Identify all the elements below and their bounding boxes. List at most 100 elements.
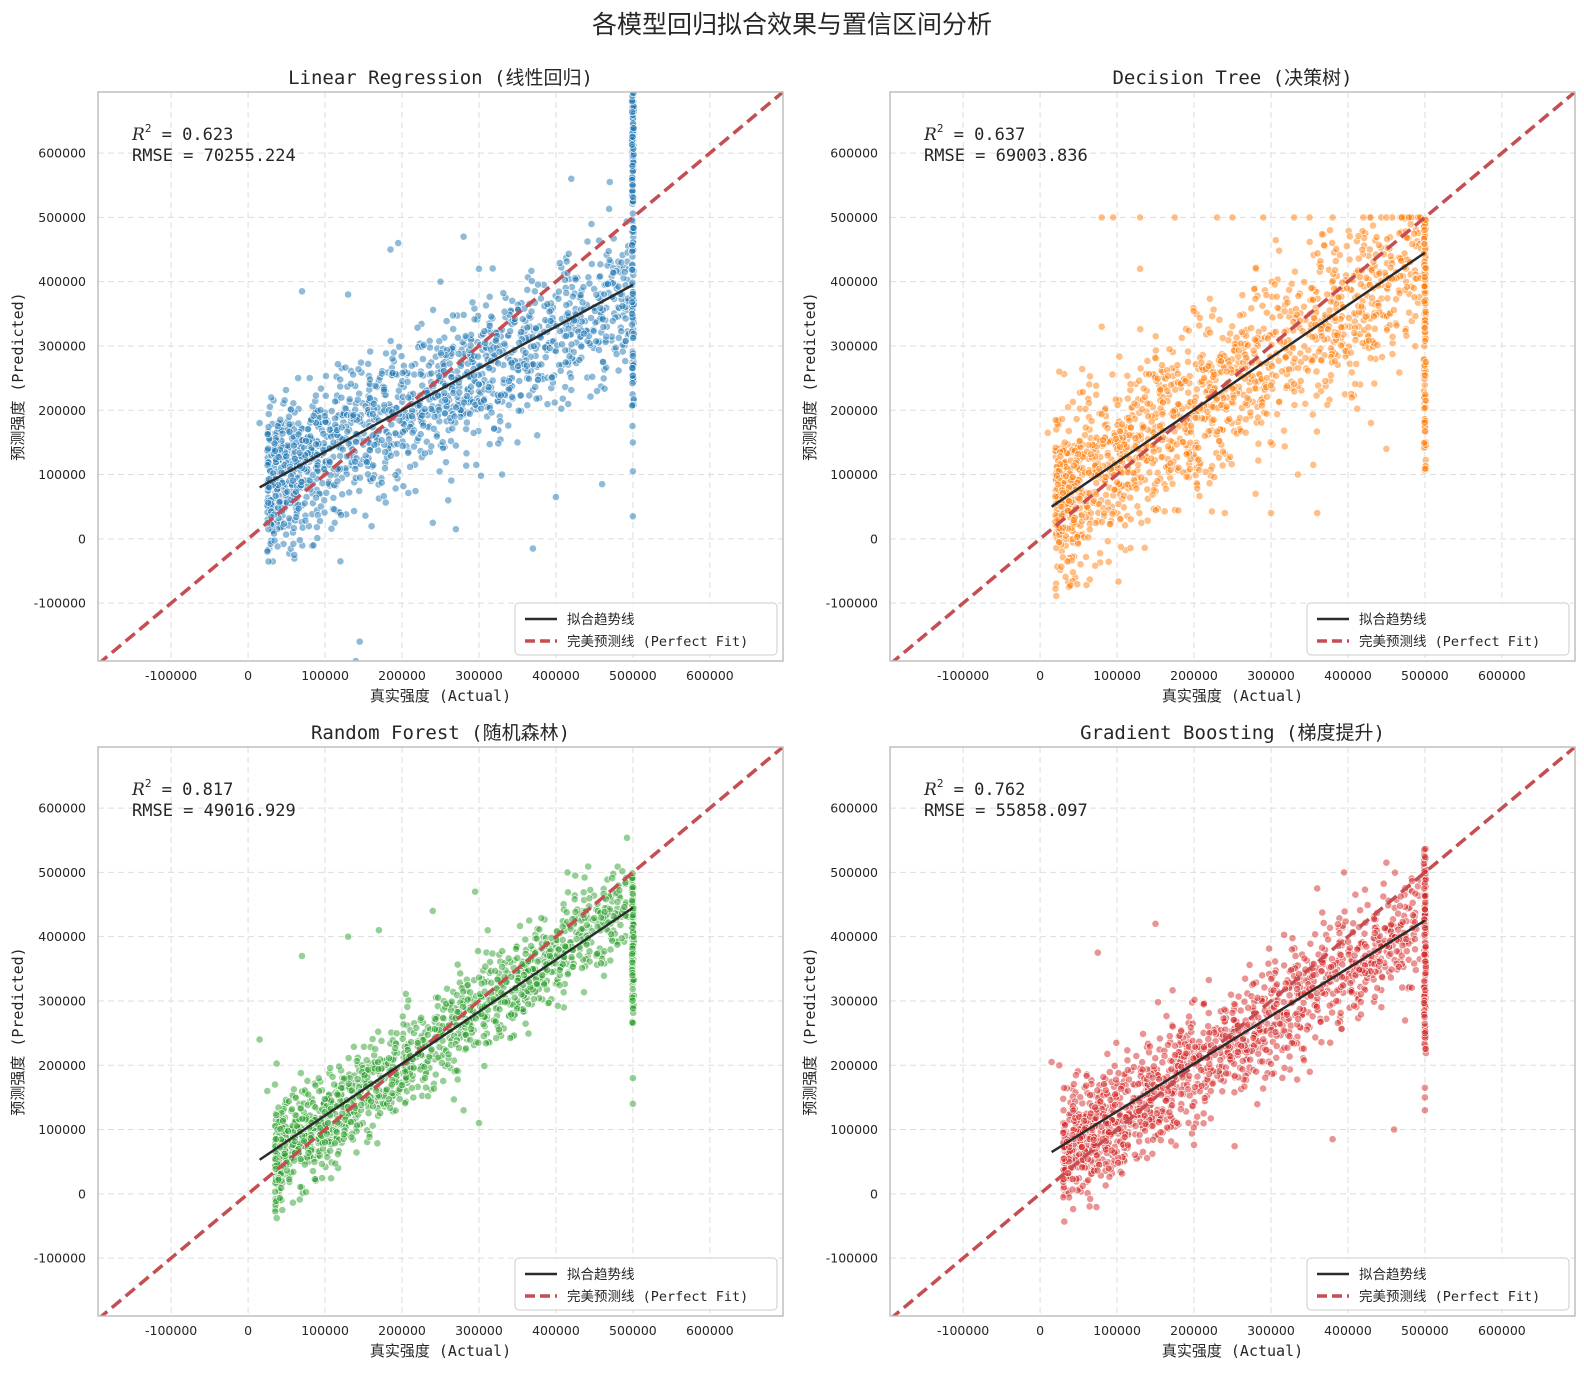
data-point [628,132,637,141]
data-point [544,998,553,1007]
y-axis-label: 预测强度 (Predicted) [801,292,819,460]
legend-box [514,602,778,656]
data-point [1194,455,1203,464]
data-point [1229,393,1238,402]
data-point [403,377,412,386]
data-point [628,265,636,274]
data-point [438,438,447,447]
data-point [370,440,379,449]
data-point [353,1075,362,1084]
data-point [1074,450,1083,458]
data-point [1296,376,1305,385]
data-point [429,305,437,314]
data-point [605,204,613,213]
chart-panel-2: -100000 0 100000 200000 300000 400000 500000 60… [801,67,1576,705]
data-point [1327,371,1335,380]
data-point [1236,311,1244,320]
data-point [427,369,436,378]
data-point [504,421,513,430]
data-point [582,921,591,929]
data-point [564,249,573,258]
data-point [311,1103,320,1112]
data-point [434,391,443,400]
data-point [364,1065,373,1074]
data-point [600,384,609,393]
data-point [1130,399,1139,408]
data-point [1138,405,1146,414]
data-point [586,886,595,894]
r2-annotation: R2 = 0.623 [131,122,233,145]
data-point [537,914,546,922]
data-point [561,275,569,284]
data-point [1052,471,1061,480]
data-point [1241,428,1250,437]
data-point [593,387,601,395]
data-point [322,372,330,380]
data-point [1405,308,1413,317]
data-point [444,496,453,505]
data-point [1109,213,1118,222]
data-point [600,908,609,916]
data-point [628,401,637,410]
r2-exponent: 2 [937,122,944,135]
data-point [429,424,438,433]
data-point [324,1119,332,1127]
data-point [1251,377,1260,386]
data-point [616,921,625,929]
data-point [398,428,407,436]
data-point [520,971,528,979]
data-point [447,437,455,445]
data-point [629,467,637,476]
data-point [1194,443,1203,452]
data-point [327,524,336,533]
data-point [1364,323,1373,332]
data-point [534,280,542,289]
data-point [296,1155,305,1163]
data-point [274,1176,283,1184]
data-point [564,309,572,317]
data-point [385,1095,393,1104]
data-point [436,349,445,358]
data-point [1218,334,1227,342]
data-point [474,352,482,361]
data-point [455,388,464,397]
data-point [317,384,325,393]
data-point [480,327,489,336]
data-point [323,1153,332,1162]
trend-line [1050,251,1426,508]
data-point [404,448,412,457]
data-point [474,1038,483,1047]
data-point [421,1083,430,1092]
r2-value: 0.637 [974,125,1025,145]
data-point [1359,213,1368,222]
data-point [527,942,535,950]
data-point [609,268,618,277]
data-point [278,1206,287,1214]
data-point [1273,410,1282,419]
data-point [1283,382,1291,390]
data-point [1143,485,1152,494]
data-point [336,452,344,460]
data-point [514,362,522,371]
data-point [308,470,317,479]
data-point [578,298,587,307]
data-point [1382,444,1391,453]
data-point [408,412,416,421]
data-point [1365,336,1373,345]
data-point [291,1111,300,1120]
data-point [523,323,532,332]
data-point [1051,416,1060,424]
data-point [1388,332,1397,341]
data-point [1143,399,1152,408]
data-point [521,1019,530,1028]
data-point [365,1132,374,1141]
data-point [1091,519,1100,527]
data-point [352,438,360,446]
data-point [1342,242,1351,251]
data-point [604,247,613,256]
data-point [304,1148,313,1157]
data-point [1191,413,1200,422]
data-point [1242,353,1250,362]
data-point [377,1037,386,1045]
data-point [518,315,527,323]
